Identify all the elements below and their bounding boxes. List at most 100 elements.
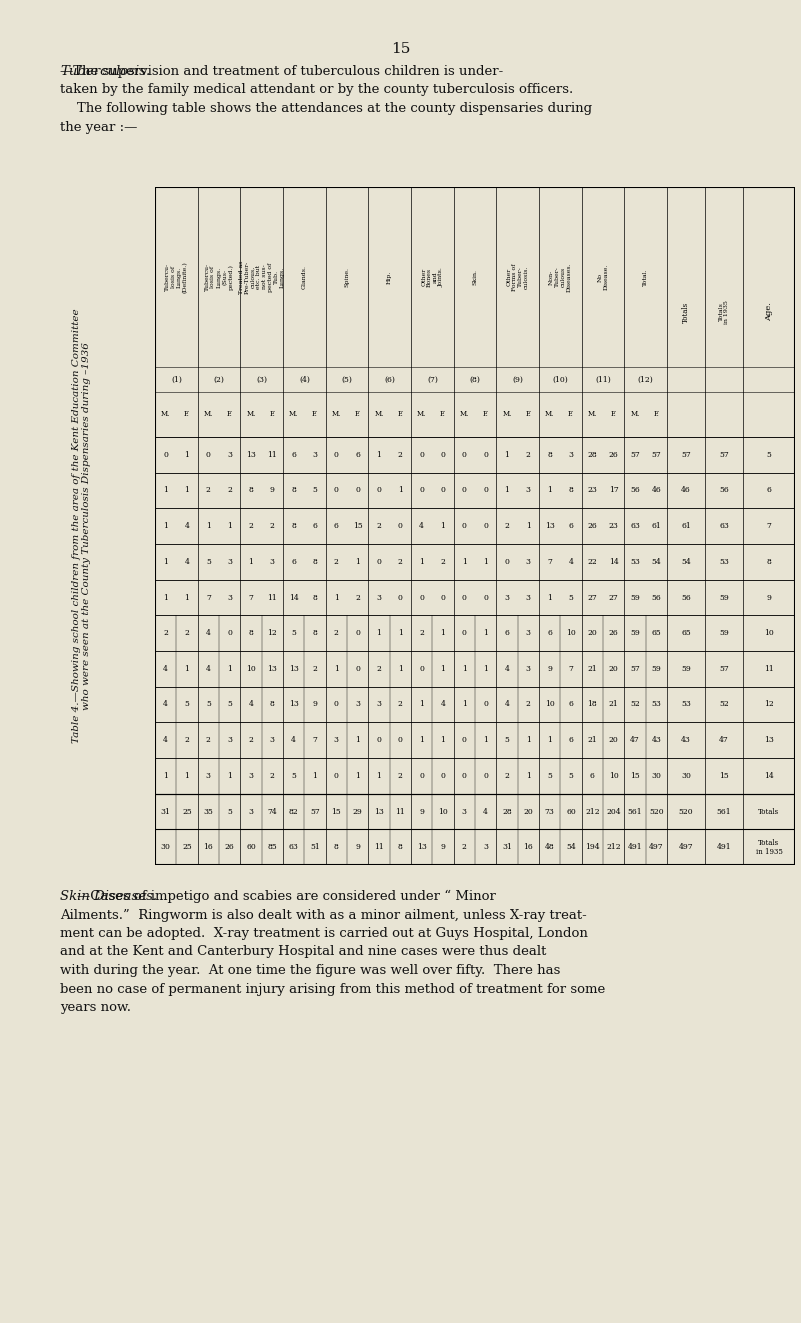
Text: 0: 0 — [483, 451, 488, 459]
Text: F.: F. — [312, 410, 318, 418]
Text: 5: 5 — [569, 594, 574, 602]
Text: 1: 1 — [227, 665, 232, 673]
Text: 0: 0 — [441, 594, 445, 602]
Text: 85: 85 — [268, 843, 277, 851]
Text: 63: 63 — [630, 523, 640, 531]
Text: 5: 5 — [206, 558, 211, 566]
Text: 12: 12 — [764, 700, 774, 709]
Text: 0: 0 — [483, 523, 488, 531]
Text: 0: 0 — [505, 558, 509, 566]
Text: 7: 7 — [312, 736, 317, 744]
Text: 2: 2 — [227, 487, 232, 495]
Text: 2: 2 — [441, 558, 445, 566]
Text: 3: 3 — [525, 487, 531, 495]
Text: 3: 3 — [227, 451, 232, 459]
Text: 0: 0 — [441, 451, 445, 459]
Text: 59: 59 — [719, 630, 729, 638]
Text: 1: 1 — [419, 700, 424, 709]
Text: 1: 1 — [505, 451, 509, 459]
Text: 53: 53 — [651, 700, 662, 709]
Text: 1: 1 — [163, 594, 168, 602]
Text: 3: 3 — [270, 736, 275, 744]
Text: 14: 14 — [764, 771, 774, 779]
Text: 1: 1 — [398, 487, 403, 495]
Text: 15: 15 — [719, 771, 729, 779]
Text: F.: F. — [483, 410, 489, 418]
Text: M.: M. — [588, 410, 597, 418]
Text: 63: 63 — [288, 843, 299, 851]
Text: 56: 56 — [681, 594, 691, 602]
Text: 30: 30 — [651, 771, 662, 779]
Text: 3: 3 — [376, 594, 381, 602]
Text: 48: 48 — [545, 843, 554, 851]
Text: 1: 1 — [355, 558, 360, 566]
Text: 6: 6 — [312, 523, 317, 531]
Text: 1: 1 — [184, 487, 190, 495]
Text: 65: 65 — [681, 630, 691, 638]
Text: Spine.: Spine. — [344, 267, 349, 287]
Text: (7): (7) — [427, 376, 438, 384]
Text: 16: 16 — [524, 843, 533, 851]
Text: 0: 0 — [334, 487, 339, 495]
Text: 57: 57 — [651, 451, 661, 459]
Text: 59: 59 — [630, 594, 640, 602]
Text: 5: 5 — [292, 771, 296, 779]
Text: 53: 53 — [630, 558, 640, 566]
Text: 14: 14 — [289, 594, 299, 602]
Text: 2: 2 — [334, 558, 339, 566]
Text: 8: 8 — [547, 451, 552, 459]
Text: Non-
Tuber-
culous
Diseases.: Non- Tuber- culous Diseases. — [549, 262, 572, 292]
Text: (8): (8) — [469, 376, 481, 384]
Text: 10: 10 — [545, 700, 554, 709]
Text: 9: 9 — [270, 487, 275, 495]
Text: 2: 2 — [184, 736, 190, 744]
Text: 57: 57 — [310, 807, 320, 815]
Text: 2: 2 — [462, 843, 467, 851]
Text: 6: 6 — [505, 630, 509, 638]
Text: 1: 1 — [248, 558, 253, 566]
Text: 4: 4 — [505, 700, 509, 709]
Text: 1: 1 — [184, 771, 190, 779]
Text: 2: 2 — [206, 736, 211, 744]
Text: 0: 0 — [163, 451, 168, 459]
Text: years now.: years now. — [60, 1002, 131, 1013]
Text: 25: 25 — [182, 843, 192, 851]
Text: 27: 27 — [587, 594, 598, 602]
Text: 15: 15 — [391, 42, 410, 56]
Text: 3: 3 — [248, 807, 253, 815]
Text: 23: 23 — [587, 487, 598, 495]
Text: 57: 57 — [630, 665, 640, 673]
Text: F.: F. — [269, 410, 276, 418]
Text: 46: 46 — [681, 487, 691, 495]
Text: 47: 47 — [630, 736, 640, 744]
Text: 1: 1 — [163, 771, 168, 779]
Text: 3: 3 — [525, 630, 531, 638]
Text: Hip.: Hip. — [387, 270, 392, 283]
Text: 26: 26 — [587, 523, 598, 531]
Text: 2: 2 — [398, 558, 403, 566]
Text: 53: 53 — [681, 700, 691, 709]
Text: M.: M. — [545, 410, 554, 418]
Text: (10): (10) — [553, 376, 568, 384]
Text: 30: 30 — [681, 771, 691, 779]
Text: 4: 4 — [441, 700, 445, 709]
Text: 0: 0 — [376, 487, 381, 495]
Text: M.: M. — [630, 410, 640, 418]
Text: 2: 2 — [505, 771, 509, 779]
Text: 7: 7 — [767, 523, 771, 531]
Text: 6: 6 — [547, 630, 552, 638]
Text: 204: 204 — [606, 807, 621, 815]
Text: M.: M. — [502, 410, 512, 418]
Text: (9): (9) — [512, 376, 523, 384]
Text: Totals: Totals — [759, 807, 779, 815]
Text: 2: 2 — [248, 523, 253, 531]
Text: M.: M. — [417, 410, 426, 418]
Text: 0: 0 — [334, 451, 339, 459]
Text: 59: 59 — [719, 594, 729, 602]
Text: 0: 0 — [355, 665, 360, 673]
Text: 0: 0 — [398, 523, 403, 531]
Text: 3: 3 — [525, 665, 531, 673]
Text: 73: 73 — [545, 807, 554, 815]
Text: 6: 6 — [292, 451, 296, 459]
Text: 22: 22 — [587, 558, 598, 566]
